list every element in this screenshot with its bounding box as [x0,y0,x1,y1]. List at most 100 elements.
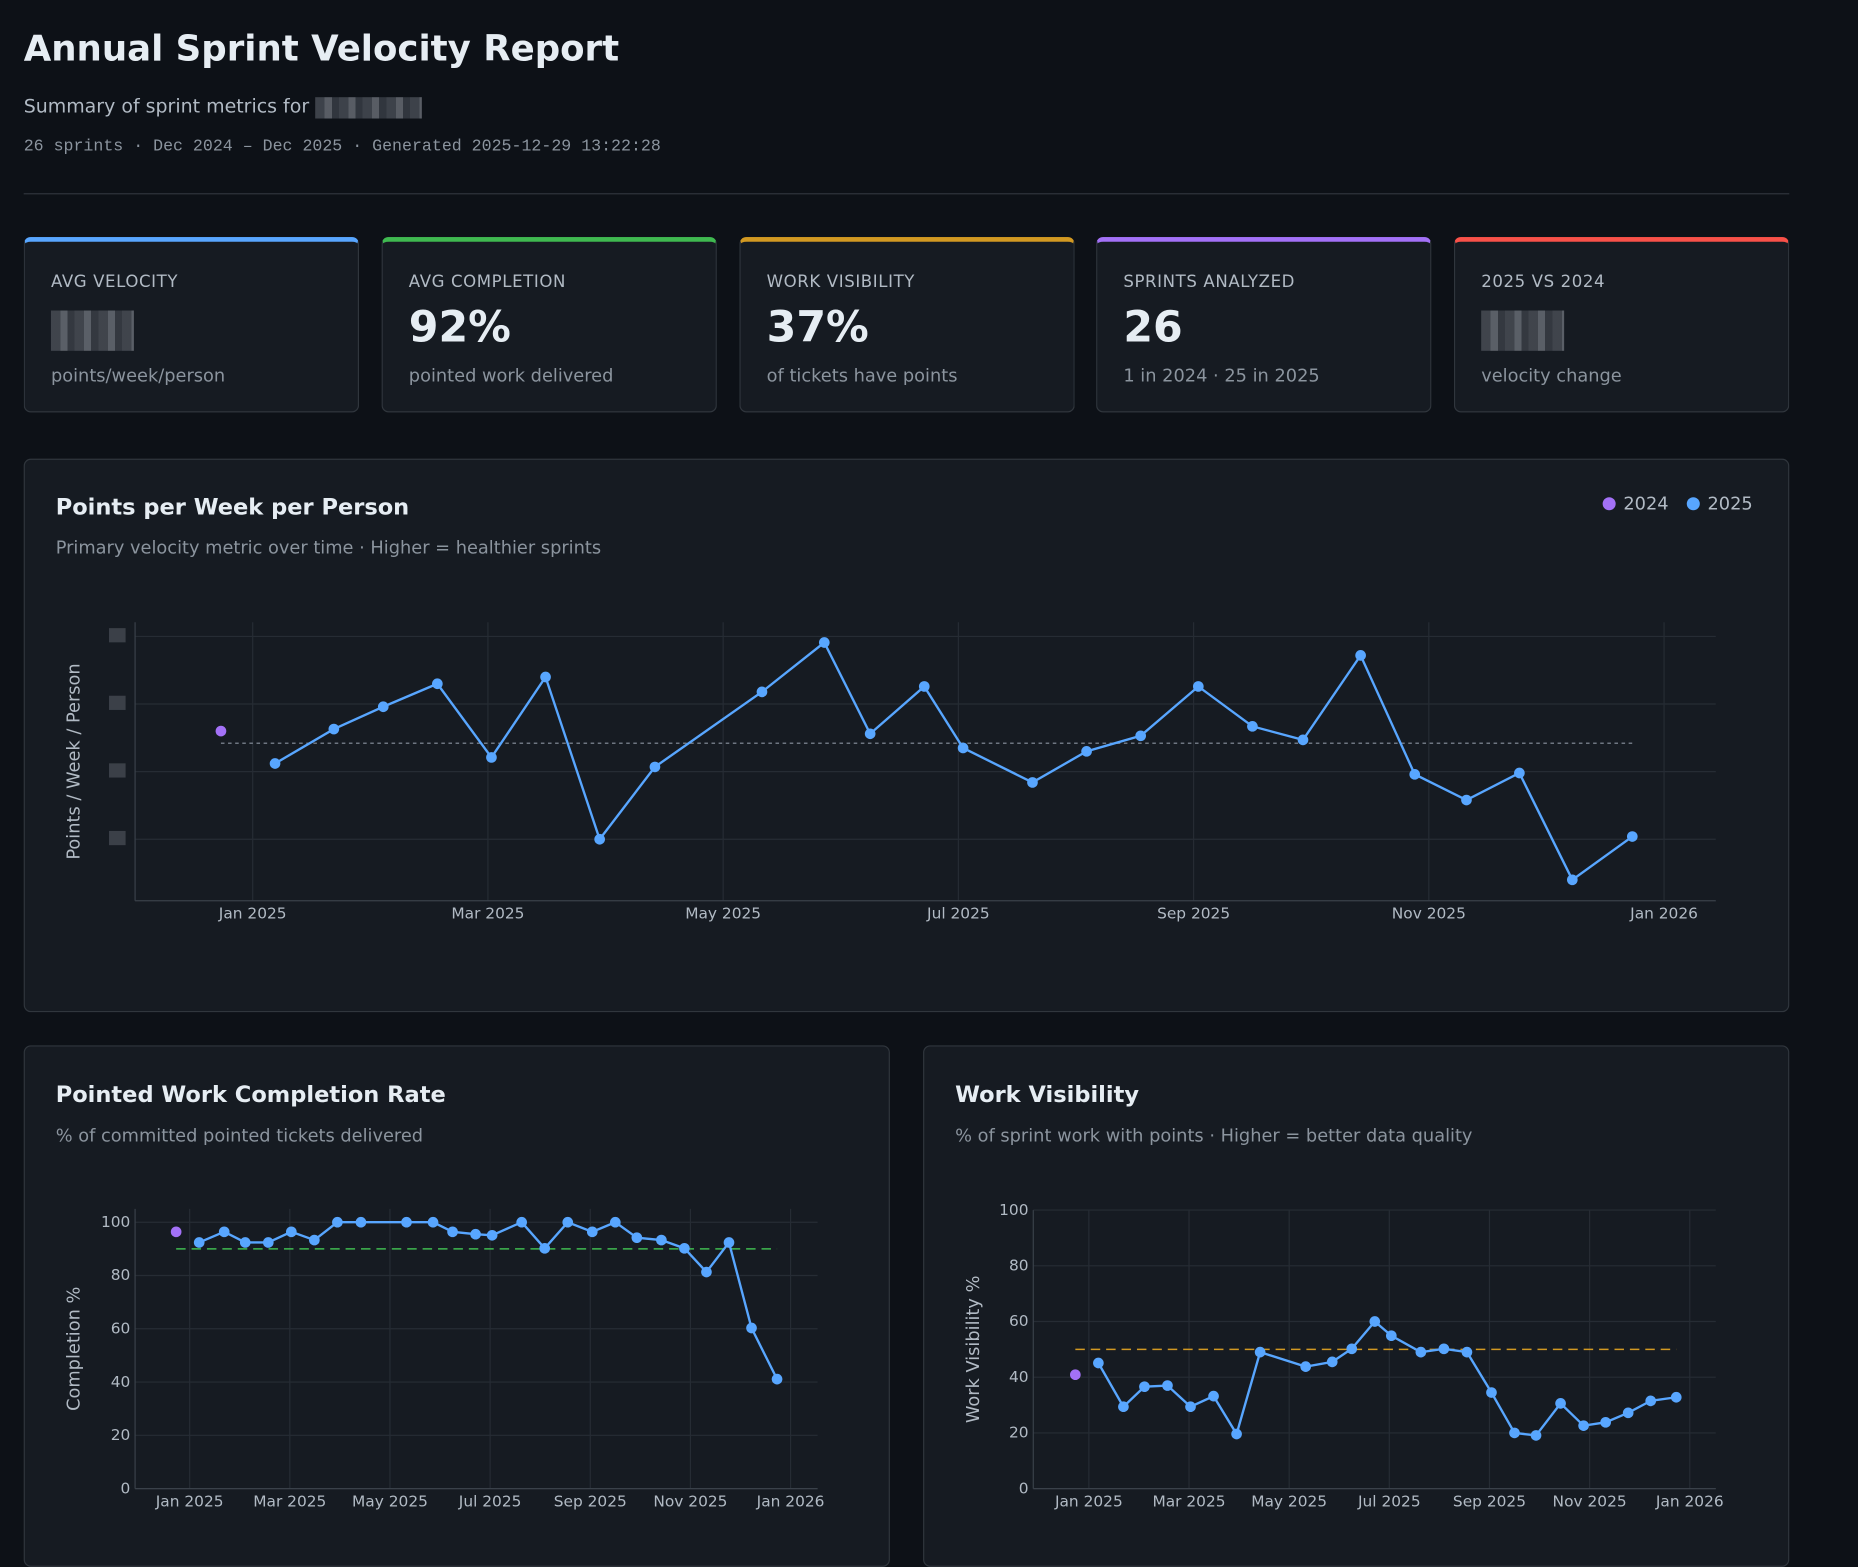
y-axis-label: Completion % [64,1287,84,1411]
data-point [918,681,930,692]
chart-title: Pointed Work Completion Rate [55,1082,446,1109]
data-point [1578,1420,1589,1431]
x-tick-label: Sep 2025 [1453,1492,1526,1510]
metric-card: AVG COMPLETION 92% pointed work delivered [381,237,717,413]
card-note: 1 in 2024 · 25 in 2025 [1123,365,1320,387]
x-tick-label: Jan 2026 [1655,1492,1724,1510]
x-tick-label: May 2025 [685,905,761,923]
data-point [1297,734,1309,746]
chart-subtitle: % of sprint work with points · Higher = … [955,1124,1473,1147]
redacted [1481,310,1565,351]
data-point [1438,1343,1450,1355]
x-tick-label: Jan 2026 [1629,905,1698,923]
data-point [1081,746,1092,757]
data-point [355,1216,367,1228]
data-point [609,1216,621,1228]
data-point [170,1226,182,1238]
data-point [486,1229,498,1241]
data-point [309,1234,320,1246]
data-point [746,1322,757,1334]
y-tick-label: 0 [1019,1479,1029,1497]
legend-label: 2024 [1623,495,1668,515]
data-point [1514,767,1525,779]
divider [23,193,1790,195]
card-label: SPRINTS ANALYZED [1123,272,1296,292]
y-tick-label: 0 [121,1479,131,1497]
metric-card: AVG VELOCITY points/week/person [23,237,360,413]
card-label: WORK VISIBILITY [766,272,916,292]
data-point [586,1226,598,1238]
data-point [1645,1395,1657,1407]
metric-card: WORK VISIBILITY 37% of tickets have points [739,237,1075,413]
legend-label: 2025 [1708,495,1753,515]
x-tick-label: Jul 2025 [1357,1492,1421,1510]
data-point [1070,1369,1081,1381]
card-label: AVG VELOCITY [50,272,179,292]
data-point [1139,1381,1150,1393]
data-point [1027,777,1038,788]
y-tick-label: 60 [111,1320,131,1338]
data-point [1162,1380,1173,1391]
x-tick-label: Jan 2025 [155,1492,224,1510]
data-point [285,1226,297,1238]
x-tick-label: Sep 2025 [554,1492,627,1510]
x-tick-label: Mar 2025 [253,1492,326,1510]
data-point [328,723,340,735]
card-value: 26 [1123,303,1183,353]
redacted [109,763,126,778]
data-point [1600,1416,1611,1428]
data-point [631,1232,643,1244]
chart-subtitle: Primary velocity metric over time · High… [55,536,602,559]
card-label: 2025 VS 2024 [1481,272,1606,292]
x-tick-label: May 2025 [1251,1492,1327,1510]
panel [923,1045,1790,1567]
card-label: AVG COMPLETION [408,272,567,292]
data-point [1409,769,1421,780]
data-point [1185,1401,1196,1413]
y-tick-label: 40 [1009,1368,1029,1386]
data-point [1555,1398,1566,1409]
report-meta: 26 sprints · Dec 2024 – Dec 2025 · Gener… [23,137,661,157]
panel [23,458,1790,1013]
chart-title: Work Visibility [955,1082,1140,1109]
y-tick-label: 80 [1009,1257,1029,1275]
data-point [1385,1330,1397,1342]
data-point [516,1216,528,1228]
redacted [109,628,126,643]
data-point [756,686,768,698]
data-point [1461,794,1472,806]
y-tick-label: 60 [1009,1312,1029,1330]
card-note: pointed work delivered [408,365,614,387]
data-point [864,728,876,740]
y-axis-label: Work Visibility % [964,1276,984,1424]
data-point [427,1216,439,1228]
metric-card: SPRINTS ANALYZED 26 1 in 2024 · 25 in 2025 [1096,237,1432,413]
card-note: points/week/person [50,365,226,387]
data-point [1461,1346,1473,1358]
y-tick-label: 20 [111,1426,131,1444]
y-tick-label: 100 [999,1201,1028,1219]
y-tick-label: 40 [111,1373,131,1391]
data-point [723,1237,735,1248]
data-point [269,758,281,769]
data-point [401,1216,412,1228]
data-point [447,1226,458,1238]
data-point [649,761,661,773]
data-point [701,1266,712,1278]
x-tick-label: Nov 2025 [653,1492,727,1510]
data-point [1415,1346,1427,1358]
data-point [262,1237,274,1248]
card-note: velocity change [1481,365,1622,387]
y-axis-label: Points / Week / Person [64,663,84,859]
x-tick-label: Jul 2025 [926,905,990,923]
data-point [771,1373,783,1385]
data-point [1509,1427,1520,1439]
x-tick-label: Jan 2025 [1054,1492,1123,1510]
data-point [193,1237,205,1248]
y-tick-label: 80 [111,1266,131,1284]
data-point [377,701,389,713]
data-point [215,725,227,737]
